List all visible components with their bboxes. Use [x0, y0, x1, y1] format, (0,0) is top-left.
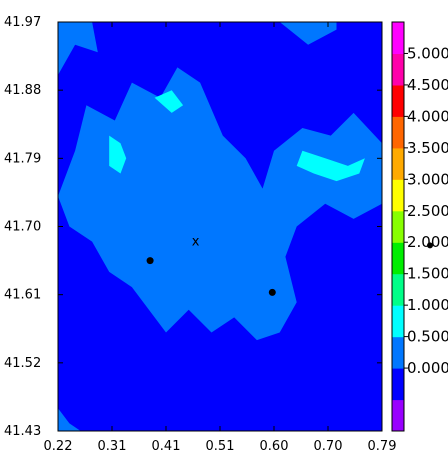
- colorbar-label: 0.500: [407, 328, 448, 346]
- colorbar-band: [392, 399, 404, 432]
- colorbar-label: 2.500: [407, 202, 448, 220]
- x-tick-label: 0.60: [260, 439, 289, 454]
- y-tick-label: 41.52: [4, 356, 41, 371]
- colorbar-label: 3.500: [407, 139, 448, 157]
- x-tick-label: 0.79: [368, 439, 397, 454]
- markers: x: [146, 235, 276, 296]
- y-tick-label: 41.79: [4, 151, 41, 166]
- x-tick-label: 0.22: [44, 439, 73, 454]
- colorbar-band: [392, 84, 404, 117]
- colorbar-frame: [391, 21, 405, 432]
- colorbar-band: [392, 116, 404, 149]
- contour-region-9: [154, 90, 184, 113]
- colorbar-band: [392, 336, 404, 369]
- contour-region-5: [279, 22, 337, 45]
- contour-region-4: [58, 22, 98, 75]
- contour-region-2: [58, 287, 132, 431]
- y-tick-label: 41.61: [4, 288, 41, 303]
- colorbar-label: 1.000: [407, 296, 448, 314]
- y-tick-label: 41.70: [4, 220, 41, 235]
- colorbar-band: [392, 22, 404, 54]
- x-tick-label: 0.51: [206, 439, 235, 454]
- colorbar-band: [392, 210, 404, 243]
- y-tick-label: 41.88: [4, 83, 41, 98]
- x-tick-label: 0.70: [314, 439, 343, 454]
- colorbar-band: [392, 305, 404, 338]
- plot-area: [58, 22, 382, 431]
- station-dot-marker: [146, 257, 154, 265]
- colorbar-band: [392, 53, 404, 86]
- x-tick-label: 0.31: [98, 439, 127, 454]
- colorbar-marker-dot: [427, 242, 433, 249]
- contour-region-8: [296, 150, 365, 182]
- contour-region-7: [109, 135, 127, 174]
- axis-ticks: 0.22 0.31 0.41 0.51 0.60 0.70 0.79 41.97 41.88 41…: [4, 15, 396, 454]
- colorbar-band: [392, 242, 404, 275]
- contour-region-6: [58, 408, 81, 431]
- x-tick-label: 0.41: [152, 439, 181, 454]
- colorbar-label: 4.000: [407, 107, 448, 125]
- colorbar-band: [392, 273, 404, 306]
- colorbar-label: 5.000: [407, 44, 448, 62]
- y-tick-label: 41.43: [4, 424, 41, 439]
- colorbar-label: 3.000: [407, 170, 448, 188]
- colorbar-label: 2.000: [407, 233, 448, 251]
- station-dot-marker: [268, 288, 276, 296]
- colorbar-label: 0.000: [407, 359, 448, 377]
- colorbar-label: 1.500: [407, 265, 448, 283]
- colorbar-band: [392, 147, 404, 180]
- colorbar-band: [392, 368, 404, 401]
- y-tick-label: 41.97: [4, 15, 41, 30]
- colorbar-band: [392, 179, 404, 212]
- colorbar: 0.000 0.500 1.000 1.500 2.000 2.500 3.000 3.500…: [391, 21, 448, 432]
- colorbar-label: 4.500: [407, 76, 448, 94]
- x-marker: x: [192, 235, 200, 250]
- contour-region-3: [58, 67, 382, 341]
